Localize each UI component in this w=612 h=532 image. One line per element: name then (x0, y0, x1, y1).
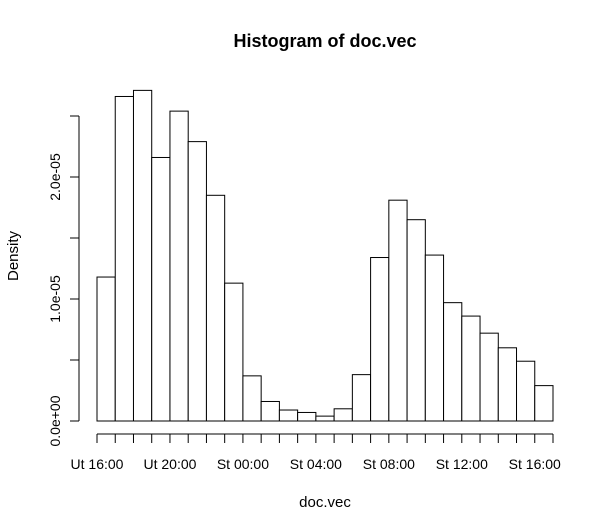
y-axis: 0.0e+00 1.0e-05 2.0e-05 (47, 115, 80, 447)
x-axis: Ut 16:00 Ut 20:00 St 00:00 St 04:00 St 08:00… (71, 433, 561, 472)
x-tick-label: St 00:00 (217, 456, 269, 472)
histogram-bar (443, 302, 463, 422)
y-axis-label: Density (5, 230, 22, 281)
histogram-bar (333, 408, 353, 422)
histogram-bar (114, 95, 134, 422)
histogram-bar (297, 411, 317, 422)
histogram-bar (370, 257, 390, 422)
y-tick-label: 0.0e+00 (47, 395, 63, 446)
histogram-bar (351, 374, 372, 422)
histogram-bar (151, 156, 171, 422)
y-tick-label: 2.0e-05 (47, 153, 63, 201)
histogram-bar (388, 199, 408, 422)
x-tick-label: St 12:00 (436, 456, 488, 472)
histogram-bar (461, 315, 481, 422)
x-tick-label: St 16:00 (509, 456, 561, 472)
histogram-bar (132, 89, 153, 422)
x-tick-label: St 08:00 (363, 456, 415, 472)
histogram-bar (96, 276, 116, 422)
histogram-bar (406, 219, 426, 422)
histogram-bar (479, 332, 499, 422)
x-tick-label: Ut 16:00 (71, 456, 124, 472)
y-tick-label: 1.0e-05 (47, 275, 63, 323)
histogram-bar (169, 110, 189, 422)
histogram-bar (424, 254, 445, 422)
histogram-bar (534, 385, 554, 422)
x-axis-label: doc.vec (299, 494, 351, 511)
histogram-bar (278, 409, 299, 422)
histogram-bar (242, 375, 262, 422)
histogram-bar (205, 194, 226, 422)
x-tick-label: St 04:00 (290, 456, 342, 472)
histogram-bar (260, 400, 280, 422)
histogram-bar (315, 415, 335, 422)
histogram-bar (516, 360, 536, 422)
histogram-bars (96, 89, 554, 422)
x-tick-label: Ut 20:00 (143, 456, 196, 472)
histogram-bar (497, 347, 518, 422)
histogram-bar (224, 282, 244, 422)
chart-title: Histogram of doc.vec (233, 31, 416, 51)
histogram-bar (187, 141, 207, 422)
